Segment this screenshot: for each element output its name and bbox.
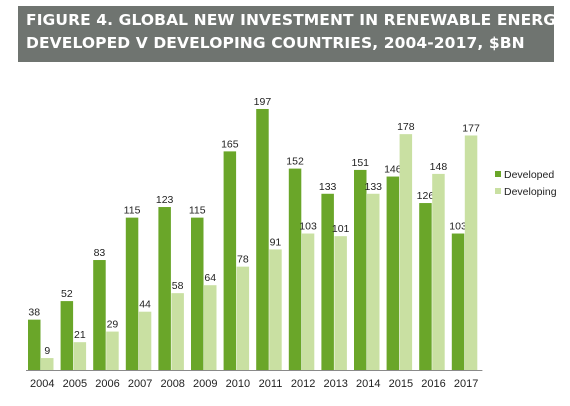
x-tick-label-2006: 2006 bbox=[95, 378, 119, 390]
x-tick-label-2004: 2004 bbox=[30, 378, 54, 390]
bar-developed-2012 bbox=[288, 168, 302, 370]
data-label-developed-2004: 38 bbox=[28, 307, 40, 319]
bar-developing-2008 bbox=[171, 293, 184, 370]
bar-developing-2011 bbox=[269, 249, 282, 370]
figure-title-line-2: DEVELOPED V DEVELOPING COUNTRIES, 2004-2… bbox=[26, 34, 525, 52]
bar-developing-2010 bbox=[236, 266, 250, 370]
x-tick-label-2013: 2013 bbox=[323, 378, 347, 390]
x-tick-label-2011: 2011 bbox=[259, 378, 283, 390]
bar-developed-2008 bbox=[158, 207, 171, 370]
data-label-developed-2009: 115 bbox=[189, 205, 206, 217]
bar-developing-2013 bbox=[334, 236, 347, 370]
data-label-developed-2017: 103 bbox=[449, 221, 467, 233]
data-label-developed-2014: 151 bbox=[351, 157, 369, 169]
data-label-developing-2008: 58 bbox=[172, 280, 184, 292]
data-label-developed-2005: 52 bbox=[61, 288, 73, 300]
bar-developing-2012 bbox=[301, 233, 315, 370]
data-label-developed-2006: 83 bbox=[94, 247, 106, 259]
bar-developing-2016 bbox=[432, 173, 445, 370]
bar-developed-2009 bbox=[191, 217, 204, 370]
data-label-developing-2011: 91 bbox=[270, 236, 282, 248]
x-tick-label-2014: 2014 bbox=[356, 378, 380, 390]
data-label-developing-2009: 64 bbox=[204, 272, 216, 284]
bar-developed-2015 bbox=[386, 176, 400, 370]
legend-swatch-developing bbox=[495, 188, 501, 194]
bar-developing-2007 bbox=[138, 311, 152, 370]
data-label-developing-2007: 44 bbox=[139, 299, 151, 311]
bar-developed-2016 bbox=[419, 203, 432, 370]
title-banner: FIGURE 4. GLOBAL NEW INVESTMENT IN RENEW… bbox=[18, 6, 570, 62]
data-label-developed-2007: 115 bbox=[124, 205, 141, 217]
bar-developed-2013 bbox=[321, 193, 334, 370]
bar-developed-2007 bbox=[125, 217, 139, 370]
legend-label-developed: Developed bbox=[504, 169, 554, 181]
data-label-developing-2017: 177 bbox=[462, 122, 480, 134]
data-label-developing-2005: 21 bbox=[74, 329, 86, 341]
bar-developing-2004 bbox=[41, 358, 54, 370]
bar-developing-2015 bbox=[399, 134, 413, 370]
bar-developed-2011 bbox=[256, 108, 269, 370]
bar-developing-2017 bbox=[464, 135, 478, 370]
bar-developed-2014 bbox=[354, 169, 367, 370]
data-label-developing-2010: 78 bbox=[237, 254, 249, 266]
data-label-developed-2013: 133 bbox=[319, 181, 337, 193]
x-tick-label-2016: 2016 bbox=[421, 378, 445, 390]
data-label-developing-2013: 101 bbox=[332, 223, 350, 235]
bar-developed-2005 bbox=[60, 301, 74, 370]
data-label-developing-2004: 9 bbox=[44, 345, 50, 357]
bar-developing-2006 bbox=[106, 331, 119, 370]
legend-swatch-developed bbox=[495, 171, 501, 177]
data-label-developing-2012: 103 bbox=[299, 221, 317, 233]
x-tick-label-2009: 2009 bbox=[193, 378, 217, 390]
data-label-developed-2008: 123 bbox=[156, 194, 174, 206]
data-label-developing-2015: 178 bbox=[397, 121, 415, 133]
data-label-developing-2014: 133 bbox=[364, 181, 382, 193]
bar-developed-2010 bbox=[223, 151, 237, 370]
bar-developed-2017 bbox=[451, 233, 465, 370]
x-tick-label-2017: 2017 bbox=[454, 378, 478, 390]
x-tick-label-2012: 2012 bbox=[291, 378, 315, 390]
data-label-developing-2006: 29 bbox=[107, 319, 119, 331]
bar-developing-2009 bbox=[204, 285, 217, 370]
data-label-developed-2016: 126 bbox=[417, 190, 435, 202]
x-tick-label-2010: 2010 bbox=[226, 378, 250, 390]
bar-developed-2004 bbox=[28, 319, 41, 370]
x-tick-label-2007: 2007 bbox=[128, 378, 152, 390]
data-label-developed-2011: 197 bbox=[254, 96, 272, 108]
data-label-developed-2012: 152 bbox=[286, 156, 304, 168]
legend-label-developing: Developing bbox=[504, 186, 557, 198]
x-tick-label-2005: 2005 bbox=[63, 378, 87, 390]
x-tick-label-2015: 2015 bbox=[389, 378, 413, 390]
x-tick-label-2008: 2008 bbox=[160, 378, 184, 390]
bar-developing-2014 bbox=[367, 193, 380, 370]
figure-title-line-1: FIGURE 4. GLOBAL NEW INVESTMENT IN RENEW… bbox=[26, 11, 570, 29]
bar-developing-2005 bbox=[73, 342, 87, 370]
data-label-developed-2010: 165 bbox=[221, 138, 239, 150]
data-label-developing-2016: 148 bbox=[430, 161, 448, 173]
data-label-developed-2015: 146 bbox=[384, 164, 402, 176]
bar-developed-2006 bbox=[93, 260, 106, 370]
